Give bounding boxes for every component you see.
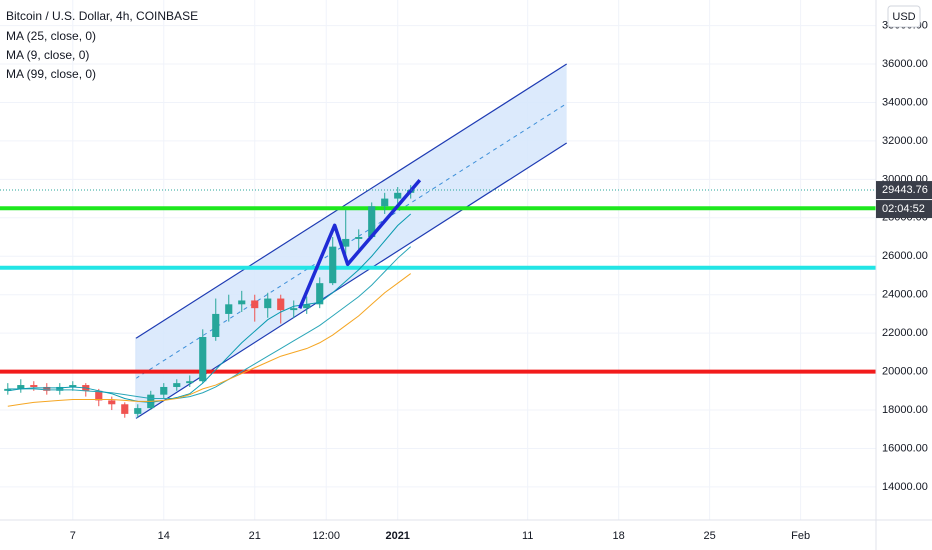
labels: 14000.00 16000.00 18000.00 20000.00 22000.00…	[70, 19, 932, 542]
candle-body	[56, 386, 64, 391]
y-tick-label: 24000.00	[882, 289, 928, 301]
candle-body	[199, 336, 207, 382]
candle-body	[381, 198, 389, 207]
y-tick-label: 16000.00	[882, 442, 928, 454]
grid	[0, 0, 876, 520]
legend-entry: MA (9, close, 0)	[6, 48, 89, 62]
candle-body	[277, 298, 285, 311]
drawing-line	[298, 178, 422, 310]
candle-body	[212, 313, 220, 337]
candle-body	[95, 390, 103, 401]
candle-body	[4, 388, 12, 391]
x-tick-label: 21	[249, 530, 261, 542]
candle-body	[303, 304, 311, 309]
moving-average	[7, 213, 412, 403]
candle-body	[121, 404, 129, 414]
candle-body	[17, 385, 25, 389]
candle-body	[329, 246, 337, 284]
moving-average	[7, 246, 412, 400]
y-tick-label: 22000.00	[882, 327, 928, 339]
y-tick-label: 34000.00	[882, 96, 928, 108]
y-tick-label: 18000.00	[882, 404, 928, 416]
candle-body	[160, 386, 168, 395]
moving-average	[7, 273, 412, 407]
candle-body	[264, 298, 272, 309]
y-tick-label: 14000.00	[882, 481, 928, 493]
x-tick-label: Feb	[791, 530, 810, 542]
x-tick-label: 2021	[385, 530, 409, 542]
x-tick-label: 25	[704, 530, 716, 542]
countdown-box	[876, 200, 932, 219]
currency-button[interactable]	[887, 5, 921, 28]
candle-body	[316, 283, 324, 305]
y-tick-label: 26000.00	[882, 250, 928, 262]
last-price-box	[876, 181, 932, 200]
plot	[0, 63, 876, 420]
last-price-label: 29443.76	[882, 184, 928, 196]
y-tick-label: 32000.00	[882, 135, 928, 147]
x-tick-label: 14	[158, 530, 170, 542]
x-tick-label: 11	[522, 530, 533, 542]
channel-fill	[135, 64, 567, 419]
chart-title: Bitcoin / U.S. Dollar, 4h, COINBASE	[6, 9, 198, 23]
candle-body	[30, 385, 38, 387]
y-tick-label: 20000.00	[882, 365, 928, 377]
countdown-label: 02:04:52	[882, 203, 925, 215]
x-tick-label: 18	[613, 530, 625, 542]
candle-body	[342, 238, 350, 247]
candle-body	[134, 408, 142, 414]
candle-body	[355, 237, 363, 239]
y-tick-label: 36000.00	[882, 58, 928, 70]
candle-body	[394, 192, 402, 199]
candle-body	[238, 300, 246, 305]
candle-body	[108, 400, 116, 405]
candle-body	[290, 308, 298, 311]
legend-entry: MA (99, close, 0)	[6, 67, 96, 81]
candle-body	[368, 206, 376, 238]
candle-body	[186, 381, 194, 384]
legend-entry: MA (25, close, 0)	[6, 29, 96, 43]
candle-body	[43, 386, 51, 391]
currency-label[interactable]: USD	[892, 11, 915, 23]
channel-upper	[135, 63, 567, 339]
candle-body	[173, 383, 181, 387]
candle-body	[69, 385, 77, 387]
x-tick-label: 12:00	[312, 530, 340, 542]
candle-body	[225, 304, 233, 314]
channel-mid	[135, 103, 567, 379]
x-tick-label: 7	[70, 530, 76, 542]
candle-body	[251, 300, 259, 309]
